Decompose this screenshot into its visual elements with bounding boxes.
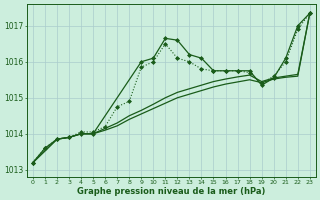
X-axis label: Graphe pression niveau de la mer (hPa): Graphe pression niveau de la mer (hPa): [77, 187, 266, 196]
